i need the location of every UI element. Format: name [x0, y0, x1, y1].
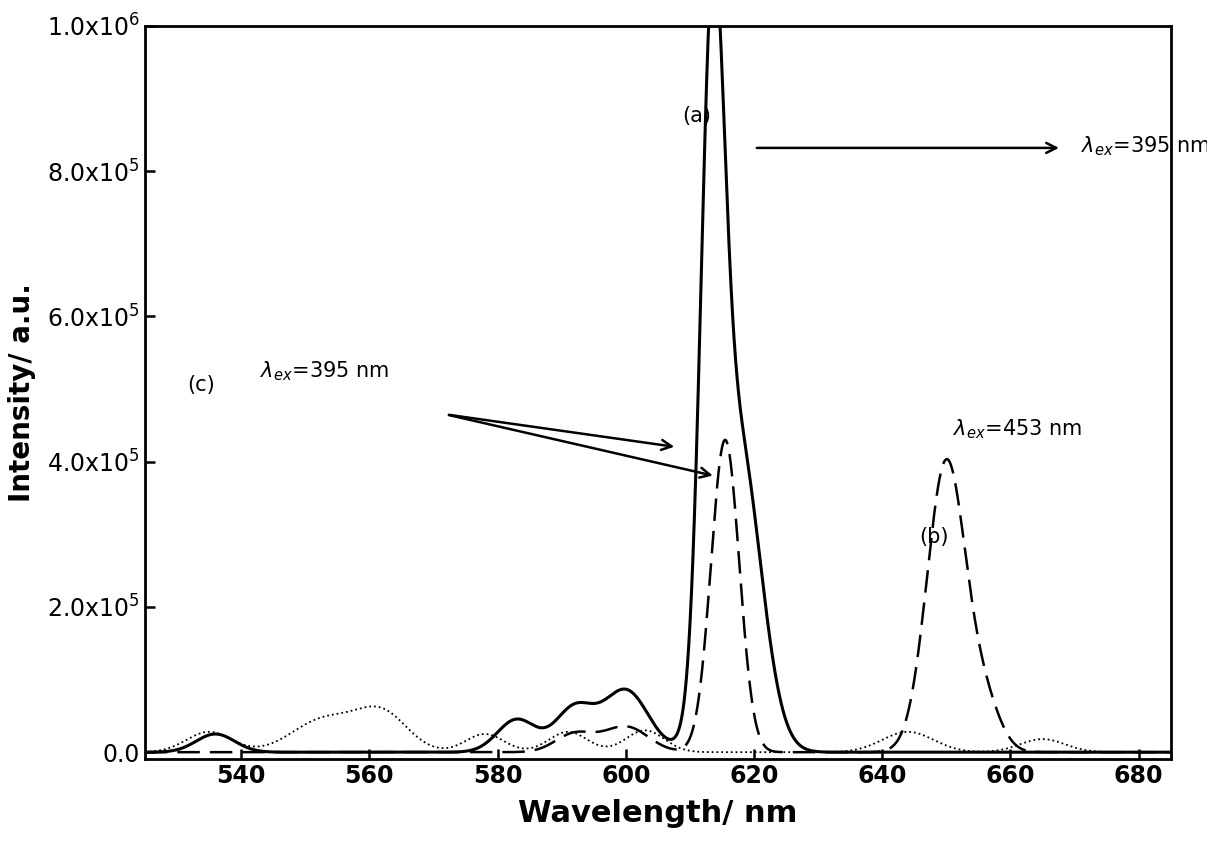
Text: $\lambda_{ex}$=395 nm: $\lambda_{ex}$=395 nm: [261, 359, 390, 382]
Text: (c): (c): [187, 375, 215, 395]
Text: $\lambda_{ex}$=395 nm: $\lambda_{ex}$=395 nm: [1081, 134, 1207, 158]
Text: $\lambda_{ex}$=453 nm: $\lambda_{ex}$=453 nm: [952, 417, 1081, 441]
Y-axis label: Intensity/ a.u.: Intensity/ a.u.: [7, 283, 36, 502]
Text: (a): (a): [682, 106, 711, 126]
Text: (b): (b): [919, 527, 949, 547]
X-axis label: Wavelength/ nm: Wavelength/ nm: [518, 799, 798, 828]
